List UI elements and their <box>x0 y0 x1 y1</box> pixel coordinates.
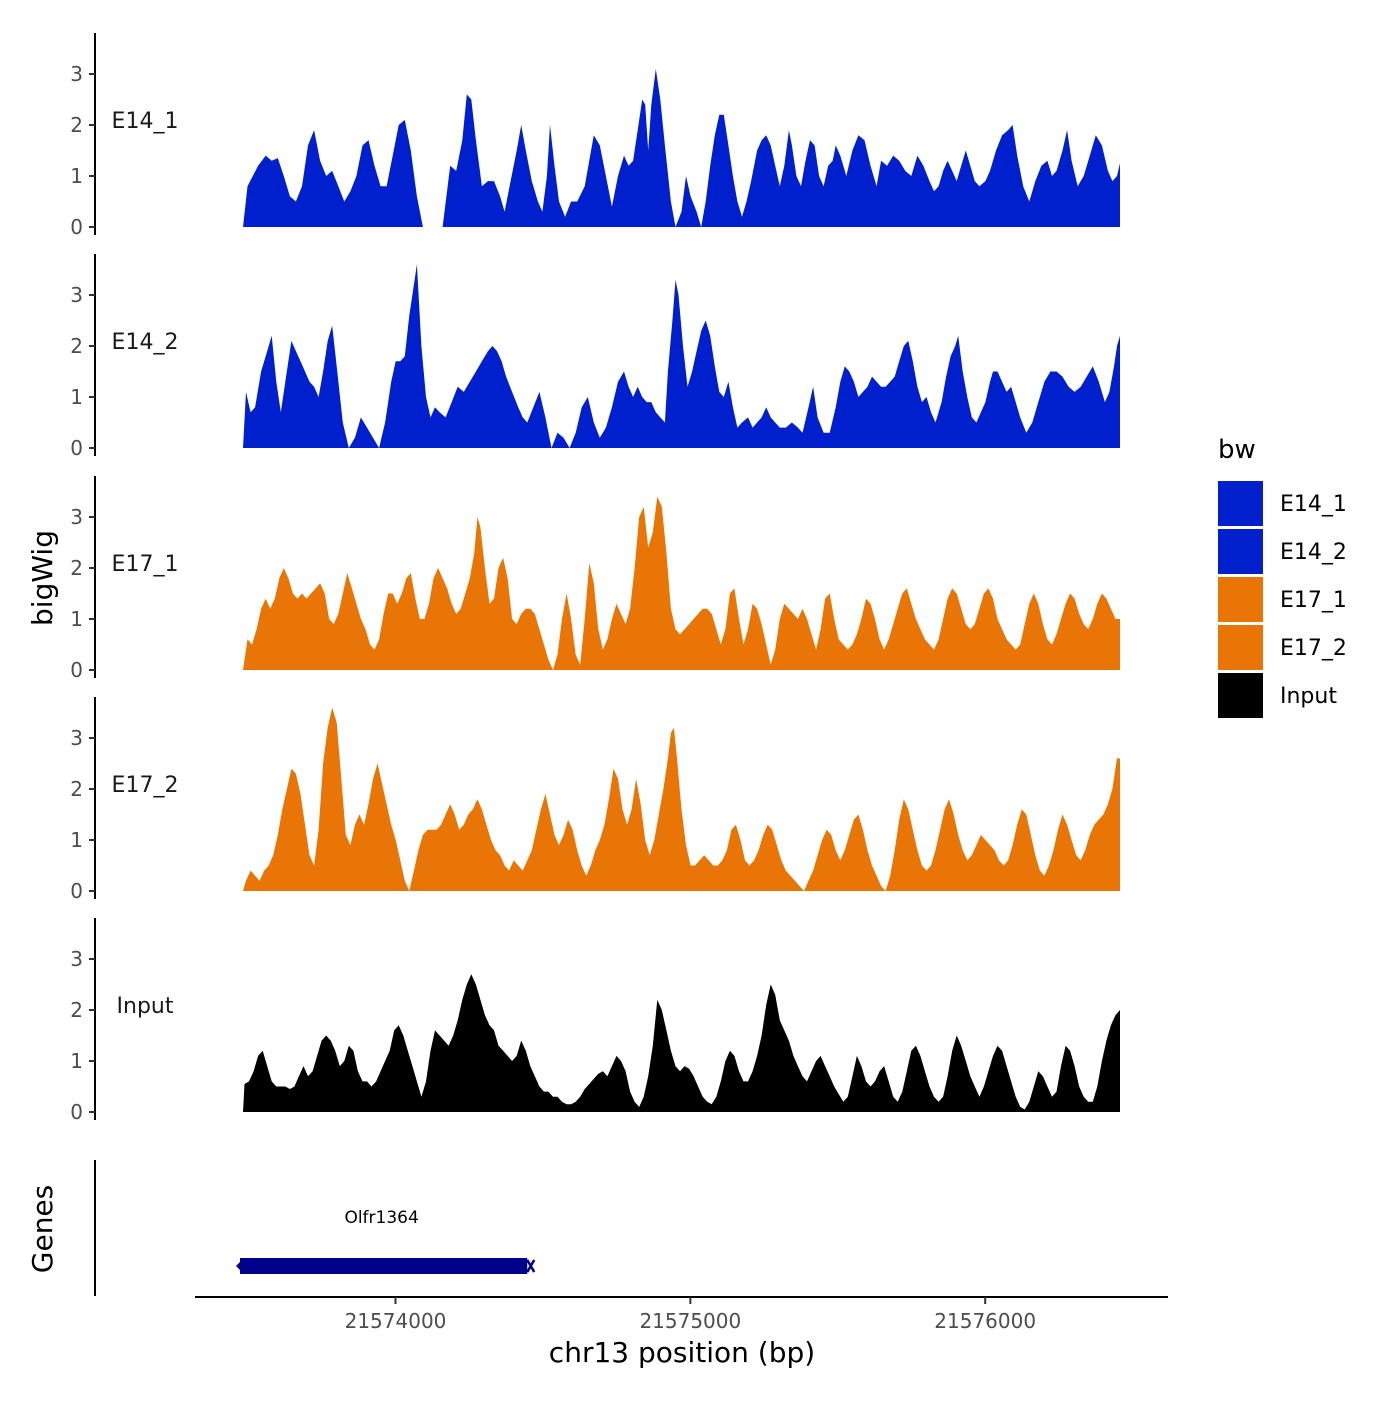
y-tick-label: 0 <box>70 1100 83 1124</box>
y-tick-label: 1 <box>70 607 83 631</box>
y-tick-label: 1 <box>70 828 83 852</box>
y-tick-label: 2 <box>70 998 83 1022</box>
y-tick-label: 3 <box>70 283 83 307</box>
legend-label: E17_2 <box>1280 636 1347 661</box>
track-label: E14_1 <box>112 109 179 134</box>
legend-items: E14_1 E14_2 E17_1 E17_2 Input <box>1218 481 1347 718</box>
legend-label: Input <box>1280 684 1337 709</box>
x-tick-label: 21576000 <box>934 1309 1036 1333</box>
track-label: E17_2 <box>112 773 179 798</box>
coverage-area-e14-1 <box>243 68 1120 228</box>
legend-item-e17-1: E17_1 <box>1218 577 1347 622</box>
legend-label: E14_2 <box>1280 540 1347 565</box>
genes-axis-title: Genes <box>26 1185 59 1273</box>
track-label: E14_2 <box>112 330 179 355</box>
gene-olfr1364: Olfr1364 <box>236 1208 536 1274</box>
legend-item-e14-1: E14_1 <box>1218 481 1347 526</box>
y-tick-label: 2 <box>70 556 83 580</box>
tracks-layer: 0 1 2 3 E14_1 0 1 2 3 E14_2 0 1 2 3 E17_1 0 1 2 3 E17_2 0 1 2 3… <box>70 33 1120 1124</box>
coverage-area-e14-2 <box>243 264 1120 448</box>
legend-title: bw <box>1218 435 1256 465</box>
legend-swatch <box>1218 673 1263 718</box>
legend-item-input: Input <box>1218 673 1337 718</box>
legend-swatch <box>1218 481 1263 526</box>
track-e17-2: 0 1 2 3 E17_2 <box>70 697 1120 903</box>
legend-label: E17_1 <box>1280 588 1347 613</box>
y-tick-label: 2 <box>70 777 83 801</box>
genes-layer: Olfr1364 <box>236 1208 536 1274</box>
y-tick-label: 1 <box>70 164 83 188</box>
y-tick-label: 1 <box>70 1049 83 1073</box>
x-tick-label: 21575000 <box>639 1309 741 1333</box>
x-axis: 21574000 21575000 21576000 chr13 position … <box>195 1296 1168 1369</box>
legend-swatch <box>1218 625 1263 670</box>
y-tick-label: 0 <box>70 215 83 239</box>
y-axis-title: bigWig <box>26 530 59 626</box>
y-tick-label: 0 <box>70 879 83 903</box>
genes-panel: Olfr1364 <box>94 1160 536 1296</box>
legend-label: E14_1 <box>1280 492 1347 517</box>
track-label: E17_1 <box>112 552 179 577</box>
y-tick-label: 3 <box>70 505 83 529</box>
gene-start-cap <box>236 1260 242 1272</box>
legend: bw E14_1 E14_2 E17_1 E17_2 Input <box>1218 435 1347 718</box>
y-tick-label: 2 <box>70 334 83 358</box>
legend-item-e14-2: E14_2 <box>1218 529 1347 574</box>
y-tick-label: 3 <box>70 947 83 971</box>
legend-swatch <box>1218 577 1263 622</box>
y-tick-label: 1 <box>70 385 83 409</box>
legend-swatch <box>1218 529 1263 574</box>
gene-end-mark <box>526 1259 536 1273</box>
y-tick-label: 2 <box>70 113 83 137</box>
y-tick-label: 0 <box>70 658 83 682</box>
y-tick-label: 3 <box>70 726 83 750</box>
gene-body <box>240 1258 528 1274</box>
track-e14-2: 0 1 2 3 E14_2 <box>70 254 1120 460</box>
x-ticks: 21574000 21575000 21576000 <box>345 1297 1036 1333</box>
y-tick-label: 0 <box>70 436 83 460</box>
y-tick-label: 3 <box>70 62 83 86</box>
gene-label: Olfr1364 <box>344 1208 418 1228</box>
track-e14-1: 0 1 2 3 E14_1 <box>70 33 1120 239</box>
track-input: 0 1 2 3 Input <box>70 918 1120 1124</box>
coverage-area-input <box>243 974 1120 1112</box>
coverage-area-e17-2 <box>243 707 1120 891</box>
x-axis-title: chr13 position (bp) <box>549 1336 815 1369</box>
legend-item-e17-2: E17_2 <box>1218 625 1347 670</box>
x-tick-label: 21574000 <box>345 1309 447 1333</box>
coverage-area-e17-1 <box>243 496 1120 670</box>
track-e17-1: 0 1 2 3 E17_1 <box>70 476 1120 682</box>
track-label: Input <box>117 994 174 1019</box>
